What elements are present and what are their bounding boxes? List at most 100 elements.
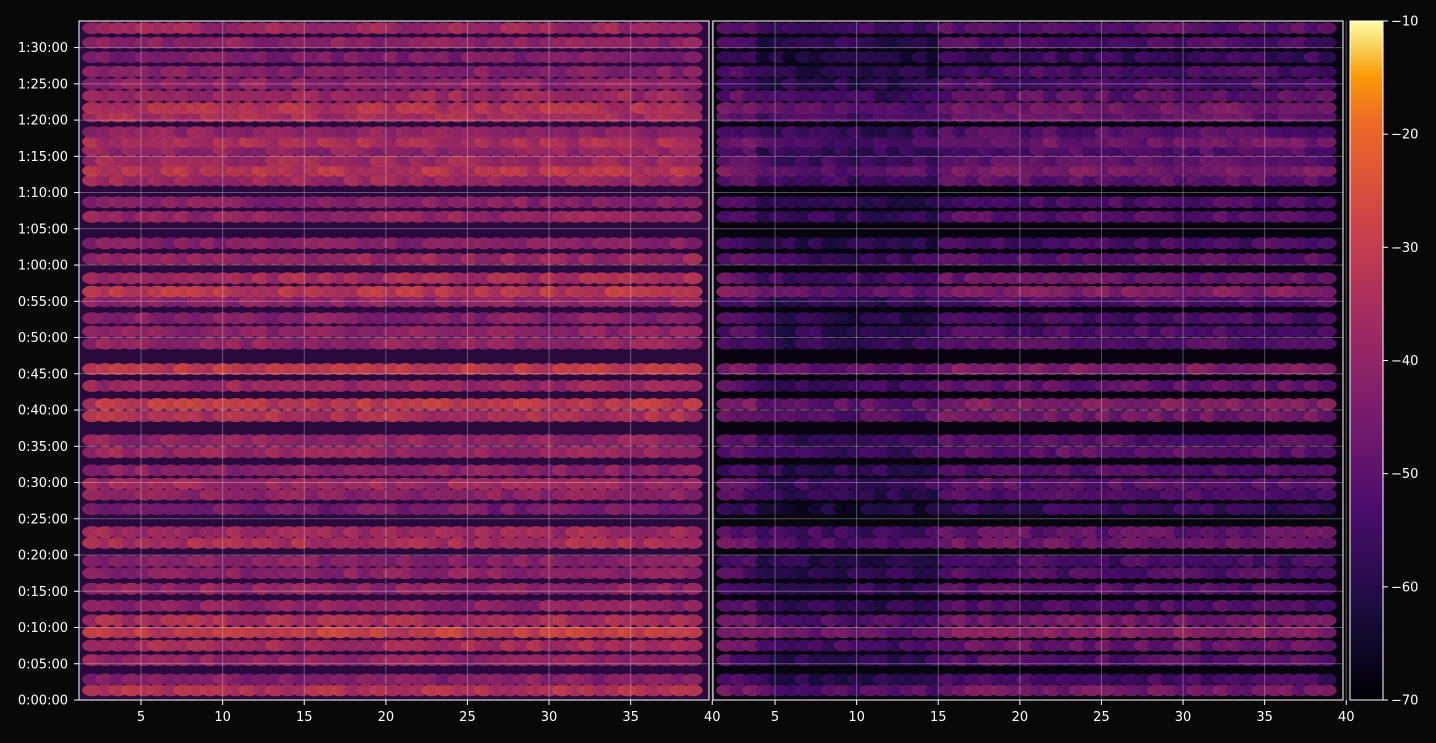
heatmap-cell: [682, 51, 703, 64]
heatmap-cell: [682, 102, 703, 114]
heatmap-cell: [1316, 89, 1337, 102]
heatmap-cell: [682, 135, 703, 148]
y-tick-label: 0:45:00: [18, 367, 68, 382]
heatmap-cell: [1316, 126, 1337, 139]
heatmap-cell: [1316, 567, 1337, 580]
heatmap-cell: [682, 626, 703, 639]
heatmap-cell: [682, 684, 703, 697]
heatmap-cell: [682, 477, 703, 490]
heatmap-panel-left: [79, 21, 709, 700]
heatmap-cell: [682, 144, 703, 157]
colorbar-tick-label: −40: [1391, 354, 1418, 369]
heatmap-cell: [1316, 398, 1337, 410]
colorbar-ticks: −70 −60 −50 −40 −30 −20 −10: [1383, 15, 1418, 709]
y-tick-label: 0:25:00: [18, 512, 68, 527]
grid-lines: [79, 21, 1347, 701]
heatmap-cell: [1316, 210, 1337, 223]
heatmap-cell: [1316, 337, 1337, 350]
y-tick-label: 1:15:00: [18, 150, 68, 165]
heatmap-cell: [1316, 654, 1337, 667]
heatmap-cell: [682, 22, 703, 35]
heatmap-cell: [1316, 285, 1337, 298]
y-tick-label: 1:20:00: [18, 114, 68, 129]
heatmap-cell: [1316, 503, 1337, 516]
heatmap-cell: [1316, 488, 1337, 501]
heatmap-cell: [682, 488, 703, 501]
x-tick-label: 15: [296, 710, 313, 725]
heatmap-cell: [1316, 555, 1337, 568]
x-tick-label: 35: [1256, 710, 1273, 725]
heatmap-cell: [682, 410, 703, 423]
x-tick-label: 40: [1338, 710, 1355, 725]
heatmap-cell: [682, 237, 703, 250]
heatmap-cell: [682, 555, 703, 568]
heatmap-cell: [682, 126, 703, 139]
heatmap-cell: [1316, 536, 1337, 549]
x-tick-label: 20: [1012, 710, 1029, 725]
heatmap-cell: [682, 654, 703, 667]
y-tick-label: 1:10:00: [18, 186, 68, 201]
heatmap-cell: [1316, 526, 1337, 539]
y-tick-label: 0:50:00: [18, 331, 68, 346]
heatmap-cell: [682, 446, 703, 459]
heatmap-cell: [1316, 599, 1337, 612]
heatmap-cell: [682, 673, 703, 686]
heatmap-cell: [682, 639, 703, 652]
heatmap-cell: [682, 36, 703, 49]
y-tick-label: 1:00:00: [18, 259, 68, 274]
x-tick-label: 25: [459, 710, 476, 725]
heatmap-cell: [1316, 272, 1337, 285]
colorbar: [1349, 20, 1384, 701]
heatmap-cell: [1316, 614, 1337, 627]
heatmap-cell: [1316, 164, 1337, 177]
heatmap-cell: [1316, 639, 1337, 652]
heatmap-cell: [682, 155, 703, 168]
heatmap-cell: [682, 526, 703, 539]
heatmap-cell: [1316, 363, 1337, 375]
heatmap-cell: [682, 567, 703, 580]
x-tick-label: 40: [704, 710, 721, 725]
panel-frame: [712, 20, 1344, 701]
y-axis-ticks: 0:00:00 0:05:00 0:10:00 0:15:00 0:20:00 0:25:…: [18, 41, 79, 709]
heatmap-cell: [682, 337, 703, 350]
heatmap-cell: [682, 89, 703, 102]
heatmap-cell: [1316, 295, 1337, 308]
heatmap-cell: [1316, 51, 1337, 64]
heatmap-cell: [682, 398, 703, 410]
x-tick-label: 20: [378, 710, 395, 725]
heatmap-cell: [1316, 325, 1337, 338]
x-tick-label: 10: [848, 710, 865, 725]
heatmap-cell: [682, 379, 703, 392]
colorbar-tick-label: −50: [1391, 467, 1418, 482]
heatmap-cell: [682, 164, 703, 177]
x-tick-label: 10: [214, 710, 231, 725]
heatmap-cell: [682, 210, 703, 223]
panel-background: [79, 21, 709, 700]
colorbar-tick-label: −20: [1391, 128, 1418, 143]
colorbar-tick-label: −10: [1391, 15, 1418, 30]
panel-background: [713, 21, 1343, 700]
x-tick-label: 15: [930, 710, 947, 725]
y-tick-label: 0:35:00: [18, 440, 68, 455]
heatmap-cell: [682, 196, 703, 209]
heatmap-cell: [682, 434, 703, 447]
y-tick-label: 1:30:00: [18, 41, 68, 56]
y-tick-label: 0:10:00: [18, 621, 68, 636]
heatmap-cell: [682, 464, 703, 477]
y-tick-label: 0:30:00: [18, 476, 68, 491]
heatmap-cell: [682, 614, 703, 627]
heatmap-cell: [682, 272, 703, 285]
heatmap-cell: [1316, 673, 1337, 686]
heatmap-cell: [682, 503, 703, 516]
heatmap-cell: [682, 295, 703, 308]
heatmap-cell: [1316, 77, 1337, 90]
y-tick-label: 0:20:00: [18, 549, 68, 564]
panel-frame: [78, 20, 710, 701]
y-tick-label: 0:00:00: [18, 694, 68, 709]
x-tick-label: 5: [771, 710, 779, 725]
heatmap-cell: [1316, 155, 1337, 168]
y-tick-label: 0:40:00: [18, 404, 68, 419]
heatmap-cell: [1316, 102, 1337, 114]
heatmap-cell: [682, 325, 703, 338]
